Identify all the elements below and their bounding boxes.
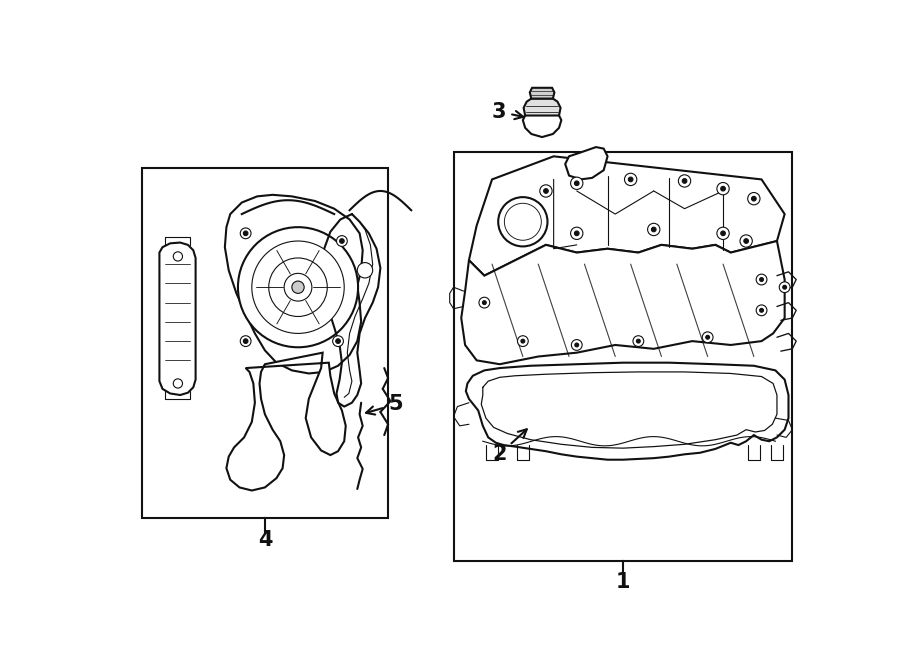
Circle shape [717, 227, 729, 239]
Circle shape [504, 204, 541, 240]
Circle shape [521, 339, 525, 343]
Circle shape [252, 241, 344, 333]
Circle shape [783, 286, 787, 289]
Circle shape [633, 336, 643, 346]
Circle shape [717, 182, 729, 195]
Circle shape [679, 175, 690, 187]
Circle shape [740, 235, 752, 247]
Circle shape [482, 301, 486, 305]
Circle shape [518, 336, 528, 346]
Polygon shape [565, 147, 608, 179]
Polygon shape [530, 88, 554, 98]
Circle shape [174, 252, 183, 261]
Circle shape [544, 188, 548, 193]
Circle shape [752, 196, 756, 201]
Circle shape [702, 332, 713, 342]
Circle shape [243, 339, 248, 344]
Circle shape [779, 282, 790, 293]
Circle shape [743, 239, 749, 243]
Circle shape [571, 227, 583, 239]
Text: 3: 3 [492, 102, 523, 122]
Circle shape [174, 379, 183, 388]
Circle shape [336, 339, 340, 344]
Circle shape [721, 186, 725, 191]
Bar [454, 153, 792, 561]
Circle shape [636, 339, 640, 343]
Circle shape [574, 181, 579, 186]
Text: 2: 2 [492, 429, 526, 465]
Circle shape [240, 336, 251, 346]
Circle shape [339, 239, 344, 243]
Circle shape [628, 177, 633, 182]
Circle shape [571, 177, 583, 190]
Circle shape [756, 274, 767, 285]
Circle shape [574, 231, 579, 235]
Circle shape [357, 262, 373, 278]
Circle shape [238, 227, 358, 347]
Polygon shape [461, 241, 785, 364]
Polygon shape [225, 195, 363, 373]
Circle shape [760, 278, 763, 282]
Text: 5: 5 [366, 395, 402, 414]
Circle shape [682, 178, 687, 183]
Circle shape [748, 192, 760, 205]
Circle shape [292, 281, 304, 293]
Circle shape [243, 231, 248, 235]
Circle shape [333, 336, 344, 346]
Circle shape [760, 309, 763, 312]
Circle shape [575, 343, 579, 347]
Polygon shape [466, 363, 788, 459]
Circle shape [337, 235, 347, 247]
Text: 1: 1 [616, 572, 630, 592]
Circle shape [540, 185, 552, 197]
Text: 4: 4 [257, 529, 272, 550]
Polygon shape [524, 98, 561, 116]
Circle shape [706, 335, 709, 339]
Circle shape [625, 173, 637, 186]
Polygon shape [469, 156, 785, 276]
Circle shape [499, 197, 547, 247]
Circle shape [756, 305, 767, 316]
Circle shape [652, 227, 656, 232]
Bar [141, 168, 388, 518]
Circle shape [572, 340, 582, 350]
Circle shape [269, 258, 328, 317]
Polygon shape [227, 353, 346, 490]
Circle shape [479, 297, 490, 308]
Circle shape [721, 231, 725, 235]
Polygon shape [159, 243, 195, 395]
Circle shape [240, 228, 251, 239]
Circle shape [648, 223, 660, 235]
Circle shape [284, 274, 312, 301]
